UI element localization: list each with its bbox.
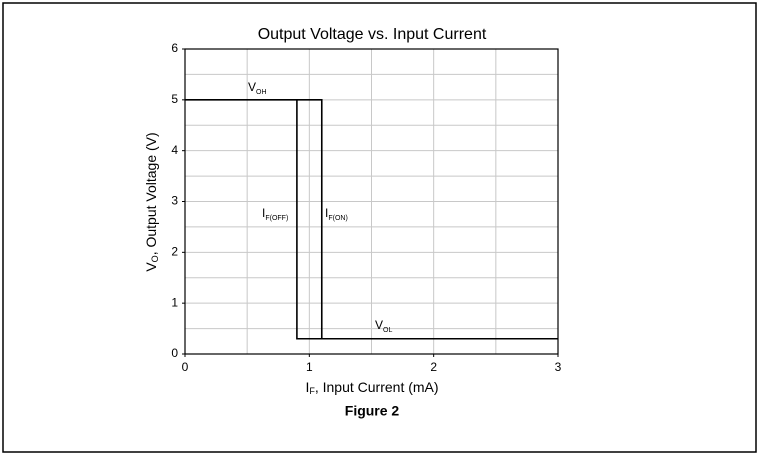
annotation-part: V xyxy=(375,318,383,332)
caption: Figure 2 xyxy=(345,403,400,419)
y-axis-label-part: O xyxy=(150,255,160,262)
x-tick-label: 0 xyxy=(182,360,189,374)
y-tick-label: 6 xyxy=(171,41,178,55)
y-axis-label-part: , Output Voltage (V) xyxy=(143,132,159,255)
x-axis-label-part: I xyxy=(305,379,309,395)
annotation: IF(ON) xyxy=(325,206,348,222)
x-axis-label: IF, Input Current (mA) xyxy=(305,379,438,397)
y-tick-label: 5 xyxy=(171,92,178,106)
y-tick-label: 0 xyxy=(171,346,178,360)
line xyxy=(296,99,558,340)
annotation-part: OL xyxy=(383,327,392,334)
y-tick-label: 4 xyxy=(171,143,178,157)
annotation-part: OH xyxy=(256,89,267,96)
y-tick-label: 1 xyxy=(171,295,178,309)
y-axis-label: VO, Output Voltage (V) xyxy=(143,132,161,271)
y-tick-label: 2 xyxy=(171,245,178,259)
annotation: VOL xyxy=(375,318,392,334)
annotation-part: F(OFF) xyxy=(265,215,288,222)
y-axis-label-part: V xyxy=(143,262,159,272)
y-tick-label: 3 xyxy=(171,194,178,208)
chart-title: Output Voltage vs. Input Current xyxy=(258,26,487,43)
x-axis-label-part: , Input Current (mA) xyxy=(315,379,439,395)
annotation-part: I xyxy=(262,206,265,220)
annotation-part: I xyxy=(325,206,328,220)
x-tick-label: 3 xyxy=(555,360,562,374)
line xyxy=(185,99,323,339)
x-tick-label: 2 xyxy=(430,360,437,374)
annotation: IF(OFF) xyxy=(262,206,288,222)
annotation-part: F(ON) xyxy=(328,215,347,222)
annotation-part: V xyxy=(248,80,256,94)
x-axis-label-part: F xyxy=(309,386,315,396)
x-tick-label: 1 xyxy=(306,360,313,374)
annotation: VOH xyxy=(248,80,267,96)
